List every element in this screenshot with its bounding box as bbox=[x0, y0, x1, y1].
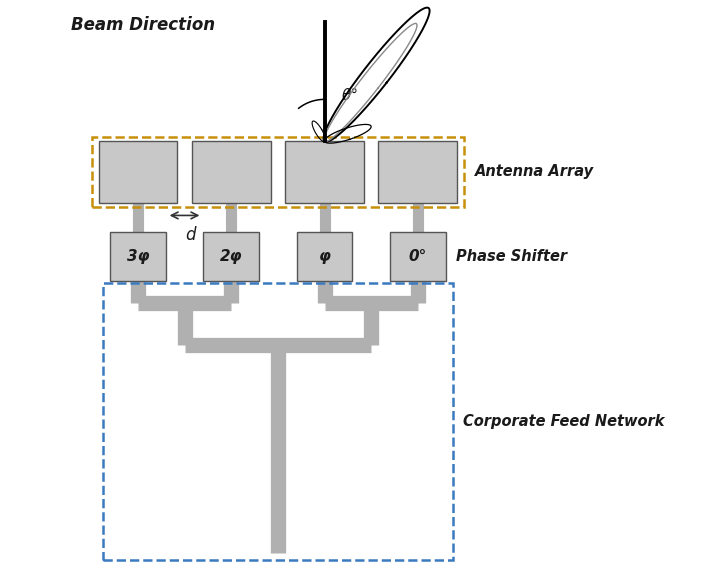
Text: Antenna Array: Antenna Array bbox=[475, 165, 594, 179]
Bar bbox=[110, 231, 165, 281]
Bar bbox=[297, 231, 352, 281]
Text: Corporate Feed Network: Corporate Feed Network bbox=[463, 414, 664, 428]
Bar bbox=[92, 137, 464, 207]
Bar bbox=[390, 231, 445, 281]
Bar bbox=[379, 141, 458, 203]
Text: Phase Shifter: Phase Shifter bbox=[456, 249, 567, 264]
Bar bbox=[99, 141, 178, 203]
Text: 3φ: 3φ bbox=[127, 249, 149, 264]
Text: θ°: θ° bbox=[342, 88, 359, 103]
Text: φ: φ bbox=[319, 249, 331, 264]
Bar bbox=[203, 231, 259, 281]
Text: 0°: 0° bbox=[409, 249, 427, 264]
Bar bbox=[192, 141, 271, 203]
Text: d: d bbox=[185, 226, 195, 244]
Bar bbox=[103, 282, 453, 560]
Bar bbox=[285, 141, 364, 203]
Text: Beam Direction: Beam Direction bbox=[71, 16, 215, 34]
Text: 2φ: 2φ bbox=[220, 249, 243, 264]
